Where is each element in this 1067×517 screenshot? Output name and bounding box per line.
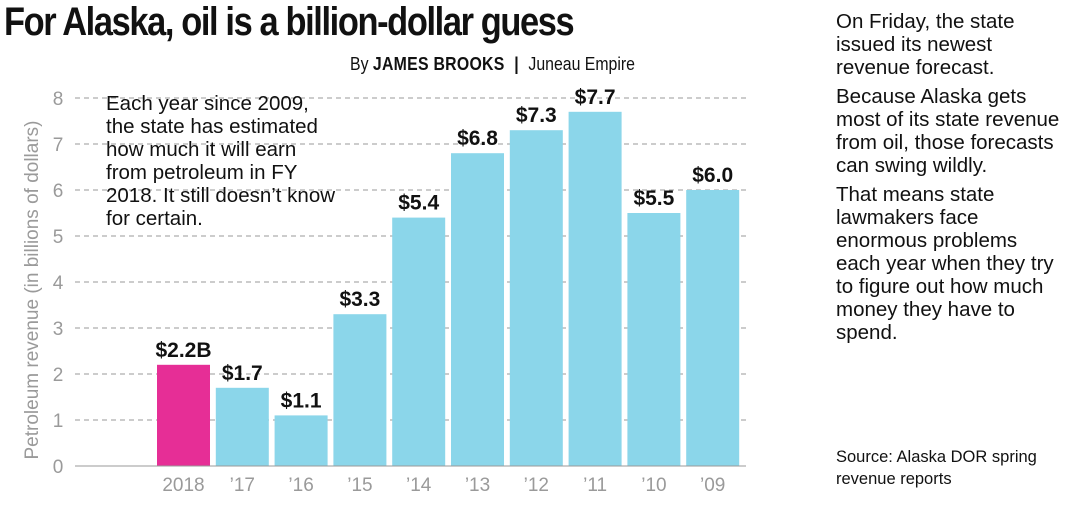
chart-annotation: Each year since 2009, the state has esti… — [106, 92, 336, 230]
bar-value-label: $1.7 — [222, 362, 263, 385]
byline-outlet: Juneau Empire — [528, 54, 635, 74]
x-tick-label: ’17 — [230, 475, 255, 496]
bar-value-label: $5.4 — [398, 192, 439, 215]
y-tick-label: 0 — [53, 457, 64, 478]
bar — [627, 213, 681, 466]
y-tick-label: 3 — [53, 319, 64, 340]
byline-author: JAMES BROOKS — [372, 54, 505, 74]
byline-separator: | — [514, 54, 519, 74]
y-axis-label: Petroleum revenue (in billions of dollar… — [22, 120, 43, 460]
sidebar-paragraph: That means state lawmakers face enormous… — [836, 183, 1054, 344]
x-tick-label: ’12 — [524, 475, 549, 496]
bar — [509, 130, 563, 466]
bar-value-label: $6.8 — [457, 127, 498, 150]
x-tick-label: ’10 — [641, 475, 666, 496]
sidebar-paragraph: Because Alaska gets most of its state re… — [836, 85, 1060, 177]
y-tick-label: 5 — [53, 227, 64, 248]
x-tick-label: ’14 — [406, 475, 432, 496]
byline-prefix: By — [350, 54, 369, 74]
bar-value-label: $7.7 — [575, 86, 616, 109]
bar — [568, 111, 622, 467]
x-tick-label: 2018 — [162, 475, 204, 496]
x-tick-label: ’11 — [583, 475, 607, 496]
bar — [451, 153, 504, 466]
bar-value-label: $2.2B — [155, 339, 211, 362]
y-tick-label: 4 — [53, 273, 64, 294]
y-tick-label: 8 — [53, 89, 64, 110]
bar-value-label: $5.5 — [633, 187, 674, 210]
x-tick-label: ’13 — [465, 475, 490, 496]
source-note: Source: Alaska DOR spring revenue report… — [836, 448, 1037, 488]
bar — [333, 314, 387, 466]
bar-value-label: $6.0 — [692, 164, 733, 187]
byline: By JAMES BROOKS | Juneau Empire — [350, 54, 635, 75]
y-tick-label: 6 — [53, 181, 64, 202]
bar-value-label: $1.1 — [281, 389, 322, 412]
x-tick-label: ’09 — [700, 475, 725, 496]
sidebar-text: On Friday, the state issued its newest r… — [836, 10, 1066, 350]
y-tick-label: 7 — [53, 135, 64, 156]
bar — [686, 190, 740, 466]
bar — [274, 415, 328, 466]
x-tick-label: ’16 — [288, 475, 313, 496]
bar — [392, 217, 446, 466]
headline: For Alaska, oil is a billion-dollar gues… — [4, 0, 575, 44]
y-tick-label: 1 — [53, 411, 64, 432]
y-tick-label: 2 — [53, 365, 64, 386]
x-tick-label: ’15 — [347, 475, 372, 496]
bar-value-label: $3.3 — [339, 288, 380, 311]
sidebar-paragraph: On Friday, the state issued its newest r… — [836, 10, 1015, 79]
bar — [157, 364, 210, 466]
bar — [215, 387, 269, 466]
bar-value-label: $7.3 — [516, 104, 557, 127]
